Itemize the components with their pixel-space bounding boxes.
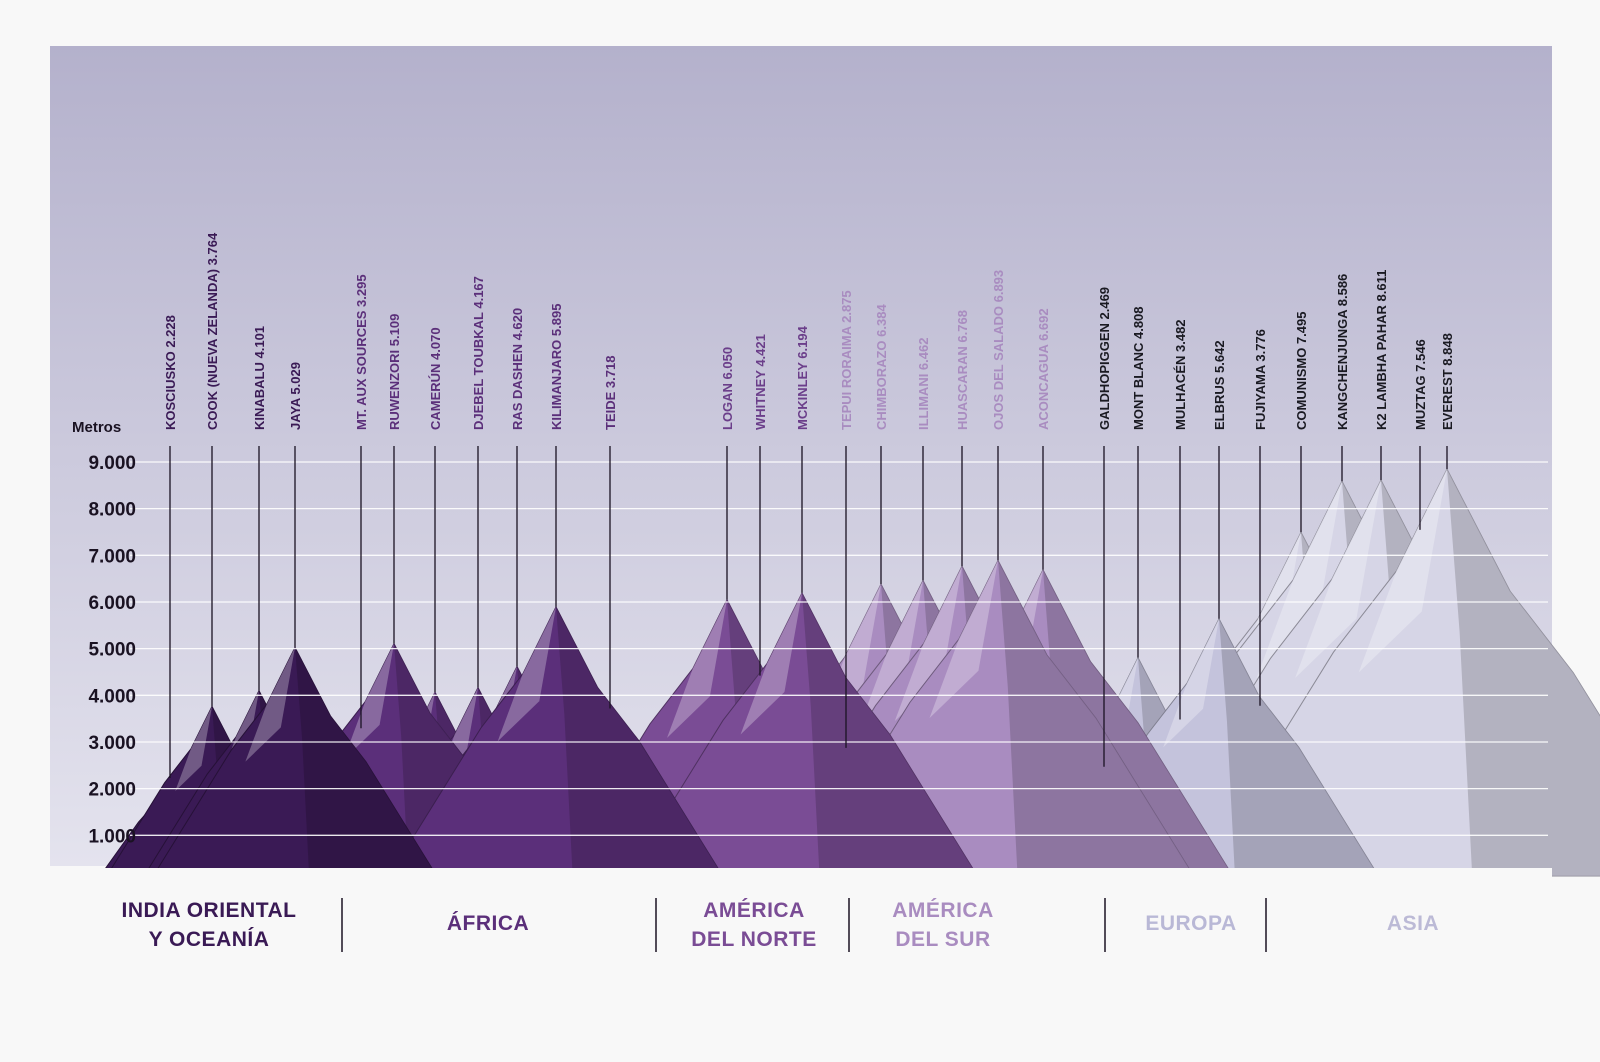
peak-label: DJEBEL TOUBKAL 4.167	[471, 276, 486, 430]
peak-label: RAS DASHEN 4.620	[510, 308, 525, 430]
mountain-highlight	[667, 599, 727, 738]
peak-label: ILLIMANI 6.462	[916, 338, 931, 430]
peak-label: CAMERÚN 4.070	[428, 327, 443, 430]
mountain-shadow	[1219, 618, 1379, 876]
peak-label: EVEREST 8.848	[1440, 333, 1455, 430]
mountain-highlight	[245, 647, 295, 762]
region-label-africa: ÁFRICA	[447, 912, 529, 935]
ground-strip	[50, 868, 1552, 880]
region-labels: INDIA ORIENTAL Y OCEANÍA ÁFRICA AMÉRICA DEL …	[122, 898, 1439, 952]
peak-label: COMUNISMO 7.495	[1294, 312, 1309, 430]
peak-label: MT. AUX SOURCES 3.295	[354, 274, 369, 430]
peak-label: RUWENZORI 5.109	[387, 314, 402, 430]
peak-label: TEIDE 3.718	[603, 356, 618, 430]
peak-labels: KOSCIUSKO 2.228 COOK (NUEVA ZELANDA) 3.76…	[163, 232, 1455, 430]
y-axis: Metros 1.000 2.000 3.000 4.000 5.000 6.000 7.0…	[72, 419, 136, 847]
mountain-shadow	[556, 606, 723, 876]
mountain-shadow	[802, 592, 978, 876]
mountain-highlight	[175, 706, 212, 792]
peak-label: MULHACÉN 3.482	[1173, 319, 1188, 430]
peak-label: KINABALU 4.101	[252, 326, 267, 430]
peak-label: MCKINLEY 6.194	[795, 325, 810, 430]
y-tick-label: 5.000	[88, 640, 136, 661]
peak-label: CHIMBORAZO 6.384	[874, 304, 889, 430]
mountain-highlight	[740, 592, 802, 735]
mountain-shadow	[1447, 469, 1600, 876]
mountain-highlight	[929, 560, 998, 719]
region-label-north_america: DEL NORTE	[691, 928, 816, 951]
peak-label: HUASCARAN 6.768	[955, 310, 970, 430]
peak-label: MONT BLANC 4.808	[1131, 306, 1146, 430]
gridlines	[130, 461, 1548, 836]
peak-label: WHITNEY 4.421	[753, 334, 768, 430]
peak-label: COOK (NUEVA ZELANDA) 3.764	[205, 232, 220, 430]
peak-label: TEPUI RORAIMA 2.875	[839, 290, 854, 430]
peak-label: KILIMANJARO 5.895	[549, 304, 564, 430]
peak-label: ELBRUS 5.642	[1212, 340, 1227, 430]
peak-label: K2 LAMBHA PAHAR 8.611	[1374, 270, 1389, 430]
peak-leader-lines	[169, 446, 1448, 779]
peak-label: KANGCHENJUNGA 8.586	[1335, 274, 1350, 430]
y-tick-label: 8.000	[88, 500, 136, 521]
peak-label: FUJIYAMA 3.776	[1253, 329, 1268, 430]
region-label-north_america: AMÉRICA	[703, 899, 805, 922]
y-tick-label: 9.000	[88, 453, 136, 474]
peak-label: OJOS DEL SALADO 6.893	[991, 270, 1006, 430]
y-tick-label: 3.000	[88, 733, 136, 754]
mountain-highlight	[1163, 618, 1219, 748]
mountain-3	[152, 646, 438, 877]
region-label-south_america: DEL SUR	[895, 928, 990, 951]
region-label-asia: ASIA	[1387, 912, 1439, 935]
mountain-highlight	[1256, 481, 1342, 679]
mountain-shadow	[295, 647, 437, 876]
y-axis-unit-label: Metros	[72, 419, 121, 436]
region-label-oceania: Y OCEANÍA	[149, 928, 270, 951]
y-tick-label: 6.000	[88, 593, 136, 614]
mountain-shadow	[998, 560, 1194, 876]
mountain-highlight	[1358, 469, 1447, 673]
y-tick-label: 7.000	[88, 546, 136, 567]
y-tick-label: 1.000	[88, 826, 136, 847]
peak-label: LOGAN 6.050	[720, 347, 735, 430]
region-label-europe: EUROPA	[1145, 912, 1236, 935]
y-tick-label: 4.000	[88, 686, 136, 707]
peak-label: MUZTAG 7.546	[1413, 339, 1428, 430]
mountain-highlight	[497, 606, 556, 742]
peak-label: ACONCAGUA 6.692	[1036, 308, 1051, 430]
mountain-highlight	[1295, 480, 1381, 679]
mountain-highlight	[894, 566, 962, 722]
peak-label: GALDHOPIGGEN 2.469	[1097, 287, 1112, 430]
peak-label: KOSCIUSKO 2.228	[163, 315, 178, 430]
mountain-highlight	[343, 643, 394, 760]
region-label-oceania: INDIA ORIENTAL	[122, 899, 297, 922]
mountain-13	[625, 591, 979, 877]
mountain-silhouettes	[50, 467, 1600, 880]
region-label-south_america: AMÉRICA	[892, 899, 994, 922]
mountain-highlight	[858, 580, 923, 729]
y-tick-label: 2.000	[88, 780, 136, 801]
peak-label: JAYA 5.029	[288, 362, 303, 430]
